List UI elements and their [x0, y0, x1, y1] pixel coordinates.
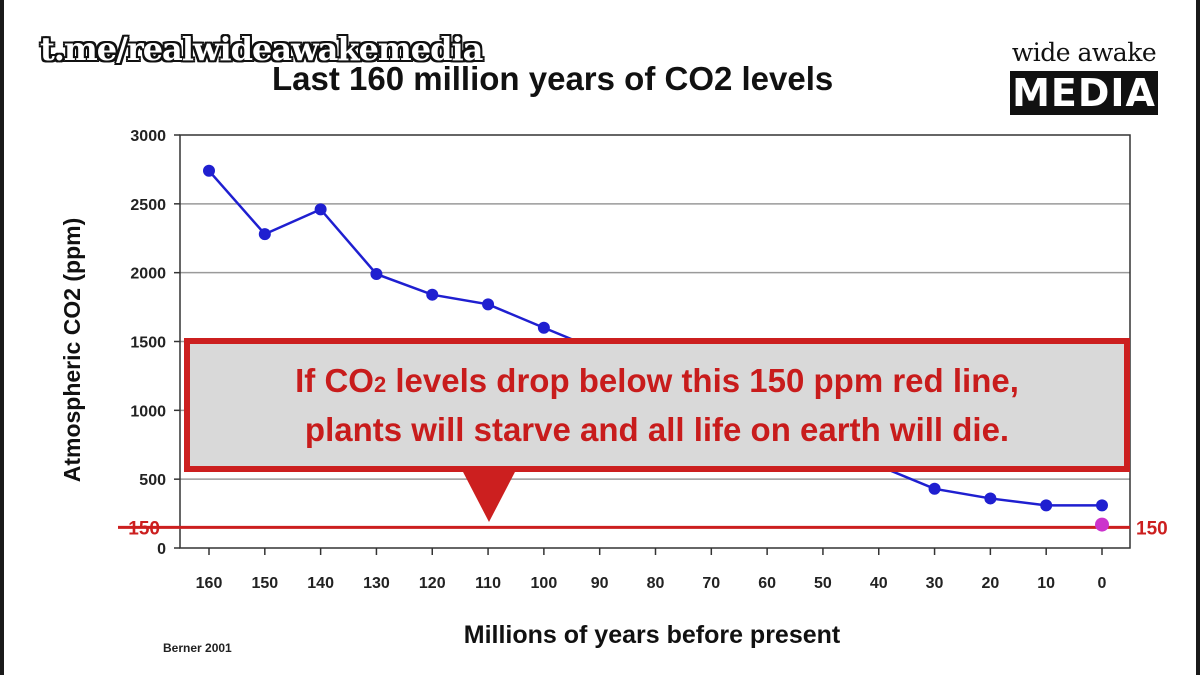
x-tick-label: 50: [814, 575, 832, 592]
callout-line1-a: If CO: [295, 362, 374, 399]
x-tick-label: 10: [1037, 575, 1055, 592]
data-point: [928, 482, 941, 495]
y-tick-label: 1500: [130, 335, 166, 352]
data-point: [203, 164, 215, 177]
threshold-label-left: 150: [128, 518, 160, 539]
brand-logo: wide awake MEDIA: [1010, 38, 1158, 128]
x-tick-label: 90: [591, 575, 609, 592]
x-tick-label: 140: [307, 575, 334, 592]
x-tick-label: 120: [419, 575, 446, 592]
x-tick-label: 130: [363, 575, 390, 592]
x-tick-label: 80: [647, 575, 665, 592]
x-axis-label: Millions of years before present: [464, 621, 841, 649]
x-tick-label: 20: [981, 575, 999, 592]
watermark-text: t.me/realwideawakemedia: [40, 30, 483, 68]
data-point: [1096, 499, 1108, 512]
x-tick-label: 110: [475, 575, 501, 592]
x-tick-label: 30: [926, 575, 944, 592]
x-tick-label: 100: [531, 575, 558, 592]
threshold-label-right: 150: [1136, 518, 1168, 539]
callout-text: If CO2 levels drop below this 150 ppm re…: [295, 358, 1019, 452]
data-point: [370, 268, 383, 281]
x-tick-label: 150: [251, 575, 278, 592]
data-point: [1040, 499, 1053, 512]
x-tick-label: 40: [870, 575, 888, 592]
callout-line2: plants will starve and all life on earth…: [304, 411, 1010, 448]
data-point: [314, 203, 327, 216]
y-tick-label: 500: [139, 472, 166, 489]
source-citation: Berner 2001: [163, 641, 232, 655]
data-point: [426, 288, 439, 301]
present-marker: [1095, 517, 1109, 532]
data-point: [482, 298, 495, 311]
logo-bottom-text: MEDIA: [1010, 71, 1158, 115]
y-tick-label: 2500: [130, 197, 166, 214]
chart-title: Last 160 million years of CO2 levels: [272, 60, 834, 97]
logo-top-text: wide awake: [1011, 38, 1157, 67]
callout-line1-sub: 2: [373, 372, 387, 397]
warning-callout: If CO2 levels drop below this 150 ppm re…: [184, 338, 1130, 472]
x-tick-label: 0: [1098, 575, 1107, 592]
x-tick-label: 160: [196, 575, 223, 592]
y-tick-label: 2000: [130, 266, 166, 283]
data-point: [984, 492, 997, 505]
y-tick-label: 0: [157, 541, 166, 558]
x-tick-label: 70: [702, 575, 720, 592]
callout-line1-b: levels drop below this 150 ppm red line,: [386, 362, 1019, 399]
x-tick-label: 60: [758, 575, 776, 592]
y-axis-label: Atmospheric CO2 (ppm): [59, 218, 85, 483]
data-point: [258, 228, 271, 241]
data-point: [537, 321, 550, 334]
y-tick-label: 1000: [130, 403, 166, 420]
y-tick-label: 3000: [130, 128, 166, 145]
